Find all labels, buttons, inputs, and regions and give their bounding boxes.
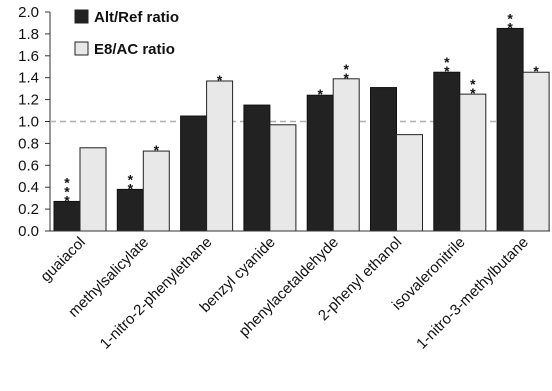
significance-marker: * xyxy=(470,85,476,101)
significance-marker: * xyxy=(507,10,513,26)
significance-layer: *** ******* ******* xyxy=(64,10,539,208)
bars-layer xyxy=(53,27,550,232)
y-tick-label: 1.8 xyxy=(18,26,39,43)
x-category-label: 1-nitro-3-methylbutane xyxy=(413,234,532,353)
x-category-label: guaiacol xyxy=(37,234,89,286)
significance-marker: * xyxy=(128,180,134,196)
legend-swatch xyxy=(74,41,89,56)
x-category-label: 1-nitro-2-phenylethane xyxy=(97,234,216,353)
bar-e8-ac xyxy=(142,150,170,232)
significance-marker: * xyxy=(444,63,450,79)
y-axis: 0.0 0.2 0.4 0.6 0.8 1.0 1.2 1.4 1.6 1.8 2.0 xyxy=(18,4,51,240)
x-axis: guaiacolmethylsalicylate1-nitro-2-phenyl… xyxy=(37,230,550,353)
significance-marker: * xyxy=(470,76,476,92)
significance-marker: * xyxy=(64,192,70,208)
bar-alt-ref xyxy=(306,94,334,232)
y-tick-label: 1.4 xyxy=(18,70,39,87)
y-tick-label: 0.0 xyxy=(18,223,39,240)
y-tick-label: 0.4 xyxy=(18,179,39,196)
bar-alt-ref xyxy=(243,104,271,232)
legend-label: Alt/Ref ratio xyxy=(94,9,179,26)
significance-marker: * xyxy=(128,171,134,187)
legend: Alt/Ref ratio E8/AC ratio xyxy=(74,9,179,58)
bar-e8-ac xyxy=(396,134,423,232)
bar-e8-ac xyxy=(269,124,297,232)
significance-marker: * xyxy=(343,61,349,77)
y-tick-label: 0.2 xyxy=(18,201,39,218)
bar-alt-ref xyxy=(433,71,461,232)
significance-marker: * xyxy=(444,54,450,70)
significance-marker: * xyxy=(343,70,349,86)
bar-alt-ref xyxy=(180,115,208,232)
significance-marker: * xyxy=(507,19,513,35)
significance-marker: * xyxy=(64,183,70,199)
significance-marker: * xyxy=(64,174,70,190)
y-tick-label: 1.6 xyxy=(18,48,39,65)
bar-e8-ac xyxy=(79,147,107,232)
significance-marker: * xyxy=(317,86,323,102)
y-tick-label: 2.0 xyxy=(18,4,39,21)
y-tick-label: 0.8 xyxy=(18,135,39,152)
y-tick-label: 1.0 xyxy=(18,114,39,131)
bar-e8-ac xyxy=(459,93,487,232)
legend-label: E8/AC ratio xyxy=(94,41,175,58)
significance-marker: * xyxy=(533,63,539,79)
bar-e8-ac xyxy=(522,71,550,232)
y-tick-label: 1.2 xyxy=(18,92,39,109)
bar-e8-ac xyxy=(206,80,234,232)
y-tick-label: 0.6 xyxy=(18,157,39,174)
bar-alt-ref xyxy=(370,87,397,232)
bar-alt-ref xyxy=(496,27,524,232)
legend-swatch xyxy=(74,9,89,24)
significance-marker: * xyxy=(154,142,160,158)
bar-e8-ac xyxy=(332,78,360,232)
bar-alt-ref xyxy=(53,200,81,232)
significance-marker: * xyxy=(217,72,223,88)
